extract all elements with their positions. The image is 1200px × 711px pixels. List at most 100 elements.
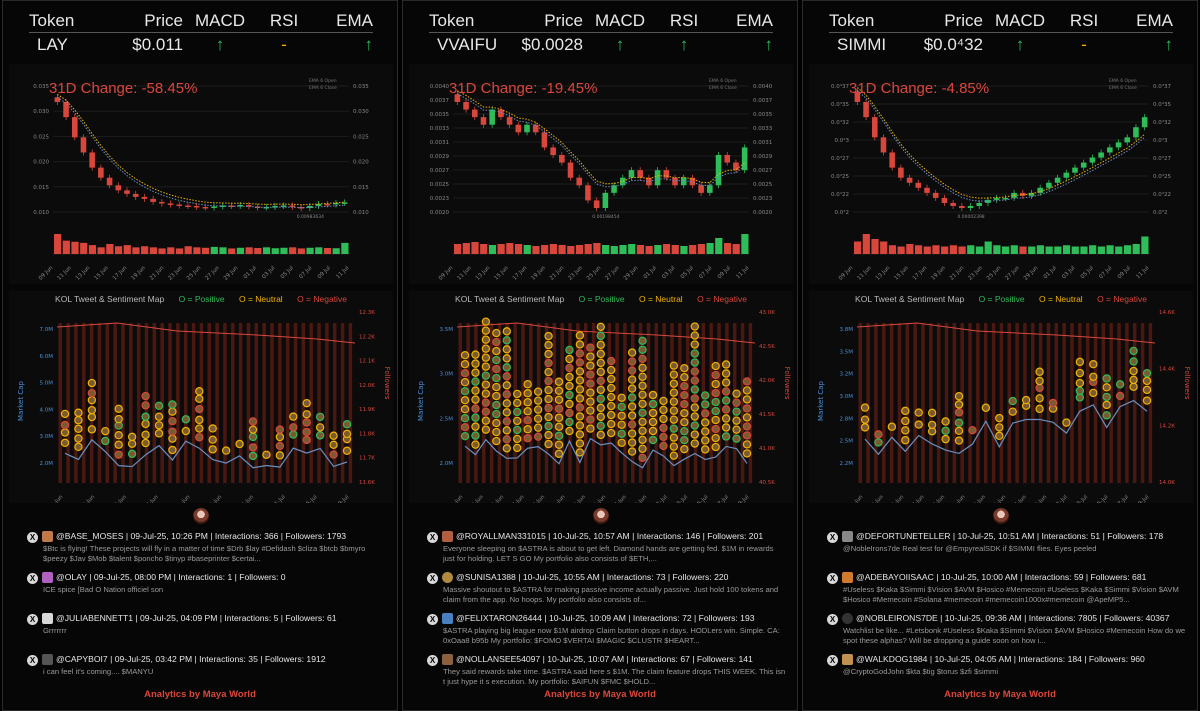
kol-tweet-bubble [502,408,511,417]
tweet-item[interactable]: X @OLAY | 09-Jul-25, 08:00 PM | Interact… [23,570,387,608]
tweet-item[interactable]: X @CAPYBOI7 | 09-Jul-25, 03:42 PM | Inte… [23,652,387,690]
kol-tweet-bubble [181,426,191,436]
y-tick-label: 0.0025 [753,182,773,188]
candle [967,205,974,208]
kol-tweet-bubble [596,385,605,395]
tweet-meta: @JULIABENNETT1 | 09-Jul-25, 04:09 PM | I… [56,613,337,623]
follower-bar [921,323,925,483]
kol-tweet-bubble [492,328,501,338]
market-cap-line [464,437,748,469]
tweet-item[interactable]: X @JULIABENNETT1 | 09-Jul-25, 04:09 PM |… [23,611,387,649]
followers-tick-label: 12.2K [359,334,375,340]
volume-bar [184,246,192,254]
kol-tweet-bubble [114,430,123,440]
follower-bar [1070,323,1074,483]
kol-x-tick-label: 23-Jun [570,494,587,503]
kol-tweet-bubble [690,430,699,439]
tweet-item[interactable]: X @WALKDOG1984 | 10-Jul-25, 04:05 AM | I… [823,652,1187,690]
volume-bar [175,248,184,254]
candle [71,117,78,138]
kol-tweet-bubble [860,423,870,432]
kol-tweet-bubble [860,403,870,412]
col-macd: MACD [994,10,1046,30]
kol-tweet-bubble [701,409,710,418]
kol-tweet-bubble [874,430,883,439]
tweet-item[interactable]: X @ROYALLMAN331015 | 10-Jul-25, 10:57 AM… [423,529,787,567]
kol-tweet-bubble [732,398,741,407]
volume-bar [262,247,271,254]
follower-bar [1085,323,1090,483]
kol-tweet-bubble [638,336,647,346]
volume-bar [488,245,497,254]
macd-up-arrow-icon: ↑ [1015,35,1025,54]
volume-bar [106,244,114,254]
kol-tweet-bubble [329,431,338,440]
kol-tweet-bubble [235,439,244,449]
kol-x-tick-label: 29-Jun [631,494,648,503]
kol-tweet-bubble [554,404,564,413]
kol-tweet-bubble [1142,376,1152,386]
tweet-item[interactable]: X @BASE_MOSES | 09-Jul-25, 10:26 PM | In… [23,529,387,567]
legend-positive: O = Positive [178,294,225,304]
kol-tweet-bubble [721,396,731,405]
tweet-item[interactable]: X @SUNISA1388 | 10-Jul-25, 10:55 AM | In… [423,570,787,608]
volume-bar [114,246,123,254]
kol-tweet-bubble [607,428,616,438]
kol-tweet-bubble [680,390,689,400]
candle [480,117,487,125]
volume-bar [993,245,1001,254]
tweet-item[interactable]: X @ADEBAYOIISAAC | 10-Jul-25, 10:00 AM |… [823,570,1187,608]
kol-tweet-bubble [87,412,97,422]
follower-bar [521,323,525,483]
price-candlestick-chart: 0.035 0.035 0.030 0.030 0.025 0.025 0.020 0.020… [9,64,393,284]
kol-tweet-bubble [1129,346,1138,356]
kol-tweet-bubble [554,431,564,440]
volume-bar [671,245,679,254]
follower-bar [913,323,917,483]
tweet-item[interactable]: X @NOLLANSEE54097 | 10-Jul-25, 10:07 AM … [423,652,787,690]
volume-bar [462,243,470,254]
kol-tweet-bubble [690,412,699,421]
follower-bar [74,323,78,483]
volume-bar [871,239,879,254]
kol-tweet-bubble [575,349,585,358]
x-logo-icon: X [27,614,38,625]
y-tick-label: 0.0⁴25 [831,173,849,180]
follower-bar [254,323,259,483]
tweet-item[interactable]: X @FELIXTARON26444 | 10-Jul-25, 10:09 AM… [423,611,787,649]
user-avatar [42,531,53,542]
candle [854,91,861,102]
candle [1063,172,1070,178]
kol-tweet-bubble [575,331,585,340]
follower-bar [1031,323,1035,483]
kol-tweet-bubble [711,406,720,416]
candle [880,137,887,153]
follower-bar [136,323,141,483]
ema-up-arrow-icon: ↑ [1164,35,1174,54]
followers-axis-label: Followers [383,367,391,400]
kol-tweet-bubble [575,358,585,367]
kol-tweet-bubble [460,414,470,423]
candle [941,197,948,203]
candle [741,147,748,171]
volume-bar [210,246,218,254]
kol-tweet-bubble [460,387,470,396]
tweet-item[interactable]: X @DEFORTUNETELLER | 10-Jul-25, 10:51 AM… [823,529,1187,567]
kol-tweet-bubble [195,424,204,433]
kol-tweet-bubble [492,436,501,446]
rsi-neutral-dash-icon: - [281,35,287,54]
token-summary: Token Price MACD RSI EMA VVAIFU $0.0028 … [429,9,773,57]
x-tick-label: 23 Jun [967,265,984,282]
tweet-item[interactable]: X @NOBLEIRONS7DE | 10-Jul-25, 09:36 AM |… [823,611,1187,649]
kol-tweet-bubble [74,434,83,443]
kol-tweet-bubble [954,426,964,436]
kol-tweet-bubble [168,416,177,426]
kol-tweet-bubble [513,389,522,399]
mcap-tick-label: 3.5M [840,349,854,355]
kol-tweet-bubble [1035,404,1044,414]
follower-bar [207,323,211,483]
ema-up-arrow-icon: ↑ [764,35,774,54]
kol-x-tick-label: 19-Jun [929,494,946,503]
follower-bar [576,323,580,483]
volume-bar [923,246,931,254]
